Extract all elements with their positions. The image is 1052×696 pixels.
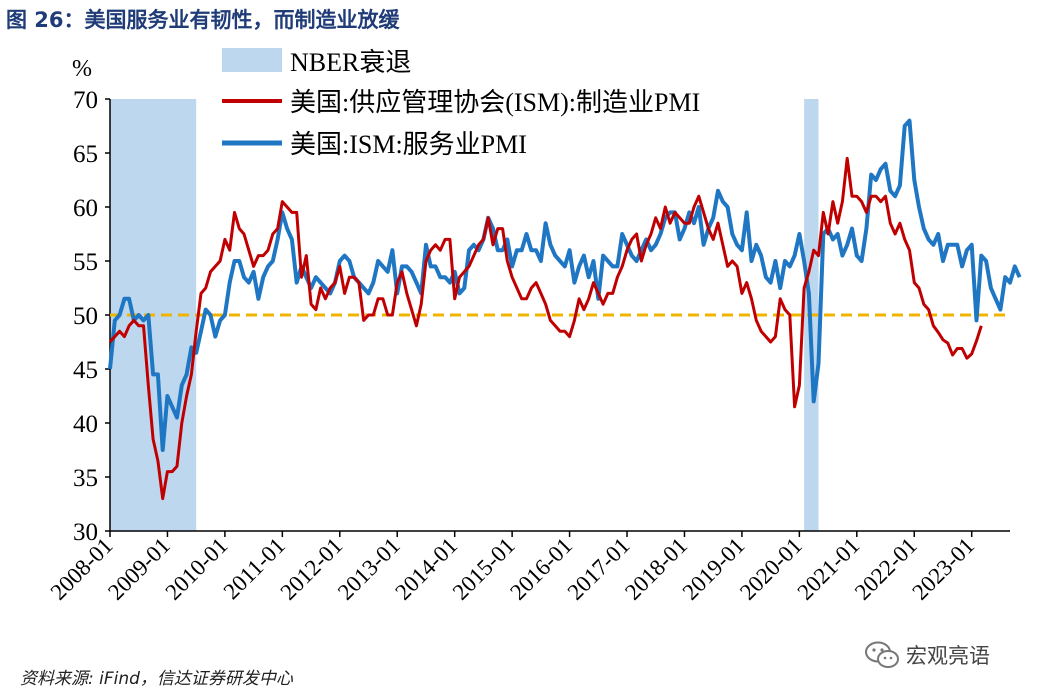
y-tick-label-45: 45 xyxy=(73,357,98,384)
x-tick-label-2021-01: 2021-01 xyxy=(792,533,864,605)
x-tick-label-2013-01: 2013-01 xyxy=(333,533,405,605)
legend-label-manufacturing: 美国:供应管理协会(ISM):制造业PMI xyxy=(290,88,700,117)
x-tick-label-2009-01: 2009-01 xyxy=(103,533,175,605)
wechat-icon xyxy=(865,641,899,668)
y-unit-label: % xyxy=(72,56,92,82)
legend-label-services: 美国:ISM:服务业PMI xyxy=(290,130,527,159)
services-pmi-line xyxy=(108,118,1022,452)
x-tick-label-2016-01: 2016-01 xyxy=(505,533,577,605)
x-tick-label-2020-01: 2020-01 xyxy=(735,533,807,605)
x-tick-label-2011-01: 2011-01 xyxy=(219,533,290,604)
brand-text: 宏观亮语 xyxy=(906,644,990,668)
manufacturing-pmi-line xyxy=(108,156,983,501)
legend-label-recession: NBER衰退 xyxy=(290,48,411,77)
y-tick-label-35: 35 xyxy=(73,465,98,492)
legend-swatch-recession xyxy=(222,48,282,72)
series-lines xyxy=(108,118,1022,501)
source-note: 资料来源: iFind，信达证券研发中心 xyxy=(20,669,293,689)
y-tick-label-40: 40 xyxy=(73,411,98,438)
x-tick-label-2023-01: 2023-01 xyxy=(907,533,979,605)
y-tick-label-30: 30 xyxy=(73,519,98,546)
brand-watermark: 宏观亮语 xyxy=(864,640,990,670)
y-tick-label-55: 55 xyxy=(73,249,98,276)
x-tick-label-2019-01: 2019-01 xyxy=(678,533,750,605)
x-tick-label-2017-01: 2017-01 xyxy=(563,533,635,605)
y-tick-label-65: 65 xyxy=(73,141,98,168)
x-tick-label-2014-01: 2014-01 xyxy=(390,533,462,605)
y-tick-label-50: 50 xyxy=(73,303,98,330)
x-tick-label-2010-01: 2010-01 xyxy=(161,533,233,605)
y-tick-label-60: 60 xyxy=(73,195,98,222)
x-tick-label-2012-01: 2012-01 xyxy=(275,533,347,605)
x-tick-label-2018-01: 2018-01 xyxy=(620,533,692,605)
x-tick-label-2015-01: 2015-01 xyxy=(448,533,520,605)
x-tick-label-2022-01: 2022-01 xyxy=(850,533,922,605)
chart-title: 图 26：美国服务业有韧性，而制造业放缓 xyxy=(6,8,400,32)
y-tick-label-70: 70 xyxy=(73,87,98,114)
